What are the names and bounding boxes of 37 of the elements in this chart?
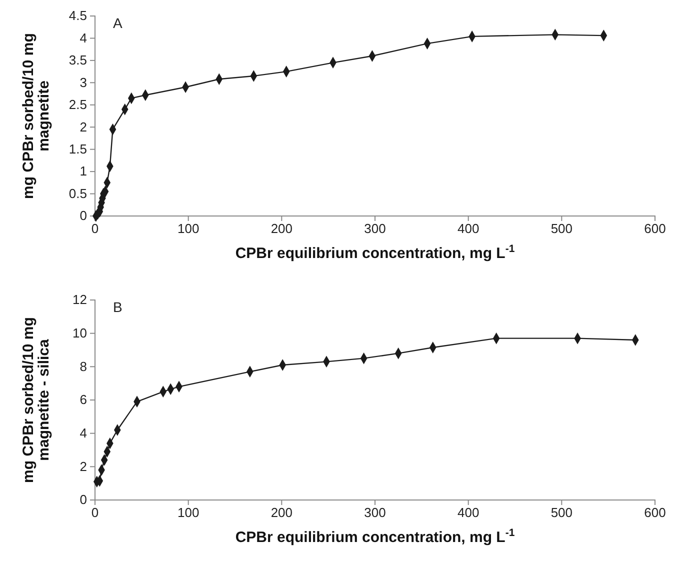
y-tick-label: 2 (80, 458, 87, 474)
x-tick-label: 600 (644, 505, 666, 520)
x-tick-label: 200 (270, 505, 293, 520)
y-tick-label: 2.5 (68, 97, 87, 112)
y-tick-label: 4.5 (68, 8, 87, 24)
y-tick-label: 0.5 (68, 186, 87, 201)
y-tick-label: 2 (80, 119, 87, 134)
annotation: B (113, 299, 122, 315)
y-tick-label: 8 (80, 358, 87, 374)
x-tick-label: 400 (457, 505, 480, 520)
y-axis-title: mg CPBr sorbed/10 mg magnetite (20, 33, 53, 199)
y-tick-label: 0 (80, 208, 87, 224)
x-tick-label: 0 (91, 221, 99, 236)
annotation: A (113, 15, 123, 31)
x-tick-label: 500 (550, 221, 573, 236)
y-tick-label: 1.5 (68, 141, 87, 156)
y-tick-label: 6 (80, 392, 87, 408)
x-tick-label: 400 (457, 221, 480, 236)
x-axis-title: CPBr equilibrium concentration, mg L$^{-1}$ (235, 527, 515, 546)
x-tick-label: 200 (270, 221, 293, 236)
x-tick-label: 500 (550, 505, 573, 520)
y-tick-label: 10 (72, 325, 87, 340)
y-tick-label: 3 (80, 74, 87, 90)
y-tick-label: 12 (72, 292, 87, 308)
y-tick-label: 1 (80, 164, 87, 179)
x-tick-label: 100 (177, 221, 200, 236)
y-tick-label: 3.5 (68, 52, 87, 68)
y-tick-label: 4 (80, 425, 87, 440)
x-tick-label: 600 (644, 221, 666, 236)
x-tick-label: 100 (177, 505, 200, 520)
x-axis-title: CPBr equilibrium concentration, mg L$^{-1}$ (235, 243, 515, 262)
x-tick-label: 0 (91, 505, 99, 520)
y-tick-label: 0 (80, 492, 87, 508)
y-axis-title: mg CPBr sorbed/10 mg magnetite - silica (20, 317, 53, 483)
x-tick-label: 300 (364, 505, 386, 520)
y-tick-label: 4 (80, 30, 87, 46)
x-tick-label: 300 (364, 221, 386, 236)
